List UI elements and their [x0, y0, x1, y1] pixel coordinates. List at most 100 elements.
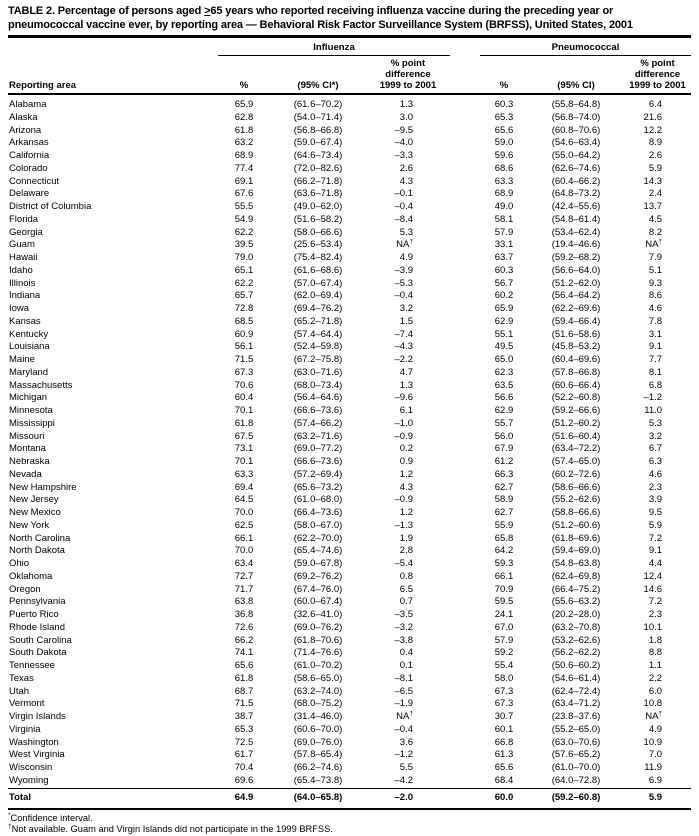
- pneumococcal-percent-cell: 65.6: [494, 124, 514, 136]
- area-cell: California: [9, 150, 50, 161]
- gap-cell: [450, 303, 480, 316]
- column-header-influenza-diff: % point difference 1999 to 2001: [366, 55, 450, 95]
- table-row: Iowa 72.8 (69.4–76.2) 3.2 65.9 (62.2–69.6) 4.6: [8, 303, 691, 316]
- table-row: Massachusetts 70.6 (68.0–73.4) 1.3 63.5 (60.6…: [8, 380, 691, 393]
- area-cell: Idaho: [9, 264, 33, 276]
- pneumococcal-ci-cell: (61.8–69.6): [551, 532, 601, 544]
- influenza-ci-cell: (65.6–73.2): [293, 481, 343, 493]
- influenza-diff-cell: 2.8: [399, 545, 413, 557]
- dagger-marker: †: [8, 823, 12, 831]
- influenza-percent-cell: 39.5: [234, 239, 254, 251]
- influenza-ci-cell: (57.0–67.4): [293, 277, 343, 289]
- pneumococcal-percent-cell: 68.6: [494, 162, 514, 174]
- column-header-influenza-percent: %: [218, 55, 270, 95]
- influenza-ci-cell: (61.8–70.6): [293, 634, 343, 646]
- pneumococcal-ci-cell: (59.2–66.6): [551, 405, 601, 416]
- pneumococcal-diff-cell: 8.8: [648, 647, 663, 659]
- influenza-ci-cell: (25.6–53.4): [293, 239, 343, 251]
- pneumococcal-percent-cell: 56.6: [494, 392, 514, 404]
- influenza-percent-cell: 72.5: [234, 736, 254, 748]
- influenza-ci-cell: (69.4–76.2): [293, 303, 343, 314]
- pneumococcal-percent-cell: 33.1: [494, 239, 514, 251]
- influenza-percent-cell: 64.5: [234, 494, 254, 506]
- group-header-gap: [450, 40, 480, 56]
- area-cell: Arizona: [9, 124, 42, 136]
- area-cell: Indiana: [9, 290, 41, 302]
- table-row: Hawaii 79.0 (75.4–82.4) 4.9 63.7 (59.2–68.2) 7…: [8, 252, 691, 265]
- column-header-influenza-ci: (95% CI*): [270, 55, 366, 95]
- pneumococcal-percent-cell: 60.3: [494, 99, 514, 110]
- pneumococcal-diff-cell: 10.1: [643, 621, 663, 633]
- influenza-percent-cell: 63.8: [234, 596, 254, 608]
- influenza-ci-cell: (57.4–66.2): [293, 417, 343, 429]
- pneumococcal-percent-cell: 65.0: [494, 354, 514, 365]
- pneumococcal-diff-cell: 1.8: [648, 634, 663, 646]
- table-row: Florida 54.9 (51.6–58.2) –8.4 58.1 (54.8–61.4…: [8, 214, 691, 227]
- table-row: District of Columbia 55.5 (49.0–62.0) –0.4 4…: [8, 201, 691, 214]
- influenza-percent-cell: 64.9: [218, 787, 270, 810]
- pneumococcal-percent-cell: 55.1: [494, 328, 514, 340]
- dagger-marker: †: [409, 239, 413, 246]
- pneumococcal-percent-cell: 56.7: [494, 277, 514, 289]
- table-row: West Virginia 61.7 (57.8–65.4) –1.2 61.3 (57.…: [8, 749, 691, 762]
- table-row: North Dakota 70.0 (65.4–74.6) 2.8 64.2 (59.4–…: [8, 545, 691, 558]
- pneumococcal-diff-cell: 9.1: [648, 341, 663, 353]
- influenza-diff-cell: –9.5: [394, 124, 414, 136]
- influenza-ci-cell: (49.0–62.0): [293, 201, 343, 212]
- dagger-marker: †: [658, 711, 663, 717]
- table-row: Colorado 77.4 (72.0–82.6) 2.6 68.6 (62.6–74.6…: [8, 163, 691, 176]
- influenza-percent-cell: 67.6: [234, 188, 254, 200]
- pneumococcal-percent-cell: 60.1: [494, 723, 514, 735]
- dagger-marker: †: [658, 239, 663, 246]
- pneumococcal-ci-cell: (53.2–62.6): [551, 634, 601, 646]
- area-cell: South Dakota: [9, 647, 67, 659]
- influenza-diff-cell: 2.6: [399, 162, 413, 174]
- asterisk-marker: *: [8, 811, 11, 819]
- area-cell: Alabama: [9, 99, 47, 110]
- footnotes: *Confidence interval. †Not available. Gu…: [8, 811, 691, 836]
- table-row: Georgia 62.2 (58.0–66.6) 5.3 57.9 (53.4–62.4)…: [8, 227, 691, 240]
- influenza-ci-cell: (52.4–59.8): [293, 341, 343, 353]
- influenza-percent-cell: 71.5: [234, 354, 254, 365]
- influenza-percent-cell: 68.5: [234, 315, 254, 327]
- area-cell: Maine: [9, 354, 35, 365]
- gap-cell: [450, 405, 480, 418]
- pneumococcal-percent-cell: 59.6: [494, 150, 514, 161]
- pneumococcal-ci-cell: (64.0–72.8): [551, 774, 601, 786]
- area-cell: Washington: [9, 736, 59, 748]
- gap-cell: [450, 622, 480, 635]
- pneumococcal-diff-cell: 2.6: [648, 150, 663, 161]
- influenza-ci-cell: (65.2–71.8): [293, 315, 343, 327]
- gap-cell: [450, 520, 480, 533]
- influenza-percent-cell: 74.1: [234, 647, 254, 659]
- gap-cell: [450, 507, 480, 520]
- influenza-ci-cell: (66.4–73.6): [293, 507, 343, 518]
- influenza-percent-cell: 70.6: [234, 379, 254, 391]
- pneumococcal-percent-cell: 62.7: [494, 481, 514, 493]
- area-cell: Colorado: [9, 162, 48, 174]
- pneumococcal-diff-cell: 10.9: [643, 736, 663, 748]
- table-row: Arkansas 63.2 (59.0–67.4) –4.0 59.0 (54.6–63.…: [8, 137, 691, 150]
- influenza-diff-cell: 4.3: [399, 481, 413, 493]
- influenza-diff-cell: 3.2: [399, 303, 413, 314]
- table-body: Alabama 65.9 (61.6–70.2) 1.3 60.3 (55.8–64.8)…: [8, 94, 692, 810]
- area-cell: Kentucky: [9, 328, 49, 340]
- table-row: Utah 68.7 (63.2–74.0) –6.5 67.3 (62.4–72.4) 6.…: [8, 686, 691, 699]
- influenza-percent-cell: 72.7: [234, 570, 254, 582]
- pneumococcal-diff-cell: 4.6: [648, 303, 663, 314]
- influenza-percent-cell: 62.5: [234, 519, 254, 531]
- pneumococcal-ci-cell: (51.2–60.6): [551, 519, 601, 531]
- influenza-diff-cell: –3.2: [394, 621, 414, 633]
- gap-cell: [450, 316, 480, 329]
- gap-cell: [450, 469, 480, 482]
- footnote-text: Not available. Guam and Virgin Islands d…: [11, 824, 333, 835]
- pneumococcal-diff-cell: 8.2: [648, 226, 663, 238]
- influenza-diff-cell: 3.0: [399, 111, 413, 123]
- pneumococcal-percent-cell: 63.7: [494, 252, 514, 263]
- pneumococcal-diff-cell: 10.8: [643, 698, 663, 710]
- table-row: Delaware 67.6 (63.6–71.8) –0.1 68.9 (64.8–73.…: [8, 188, 691, 201]
- pneumococcal-ci-cell: (64.8–73.2): [551, 188, 601, 200]
- pneumococcal-ci-cell: (51.2–62.0): [551, 277, 601, 289]
- pneumococcal-diff-cell: 8.6: [648, 290, 663, 302]
- area-cell: New Hampshire: [9, 481, 77, 493]
